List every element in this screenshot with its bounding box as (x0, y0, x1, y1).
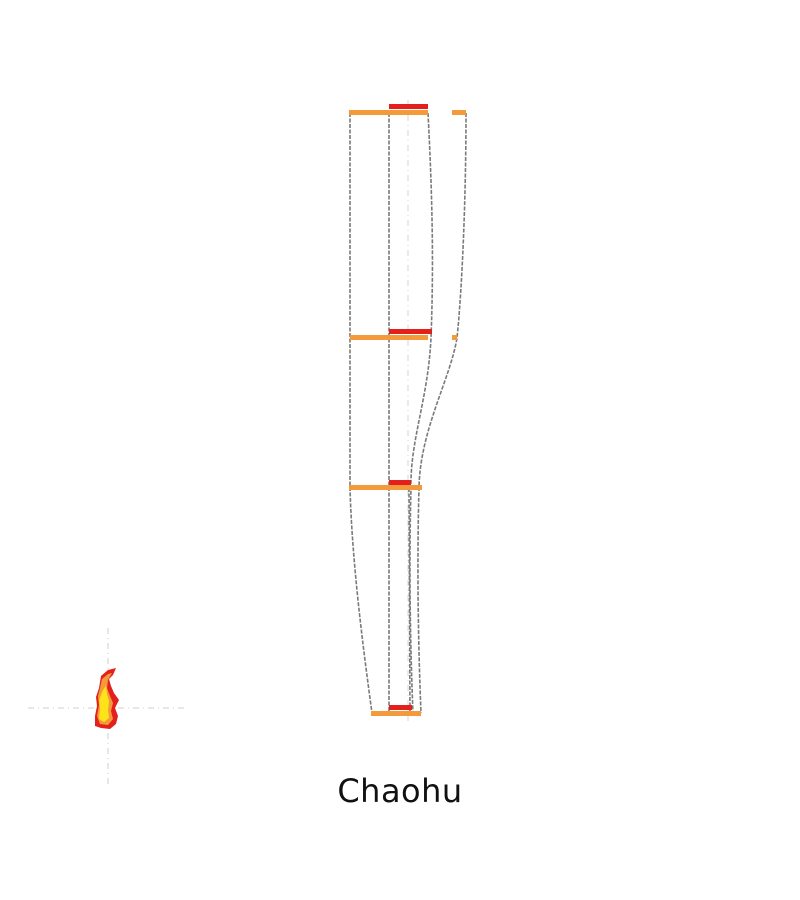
lake-shape-yellow (99, 686, 109, 722)
band-red (389, 104, 428, 109)
band-red (389, 480, 411, 485)
band-level-2 (350, 329, 457, 340)
band-orange (371, 711, 421, 716)
band-outlines (349, 112, 467, 714)
outline-mid-right (408, 487, 411, 714)
diagram-title: Chaohu (337, 772, 463, 810)
band-orange-right (452, 110, 466, 115)
band-orange (349, 485, 422, 490)
band-orange (350, 335, 428, 340)
band-level-4 (371, 705, 421, 716)
band-red (389, 705, 412, 710)
location-map (28, 628, 188, 788)
band-red (389, 329, 432, 334)
outline-right-inner (409, 112, 434, 714)
outline-right-outer (417, 112, 467, 714)
band-level-3 (349, 480, 422, 490)
band-orange-right (452, 335, 457, 340)
band-level-1 (349, 104, 466, 115)
outline-left-outer (349, 113, 373, 714)
band-orange (349, 110, 428, 115)
